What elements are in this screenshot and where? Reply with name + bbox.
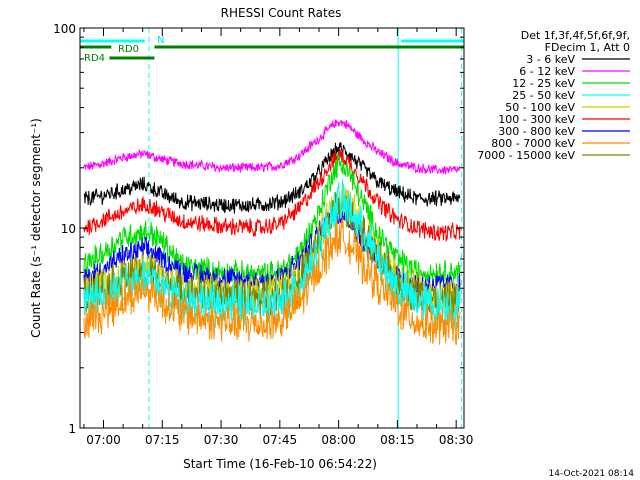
x-tick-label-4: 08:00: [321, 433, 356, 447]
y-tick-label-1: 10: [61, 222, 76, 236]
x-tick-label-2: 07:30: [204, 433, 239, 447]
x-axis-label: Start Time (16-Feb-10 06:54:22): [183, 457, 377, 471]
annotation-rd4: RD4: [84, 53, 105, 64]
series-line-25-50kev: [83, 178, 461, 332]
x-tick-label-3: 07:45: [263, 433, 298, 447]
y-tick-label-2: 100: [53, 22, 76, 36]
legend: Det 1f,3f,4f,5f,6f,9f, FDecim 1, Att 0 3…: [477, 29, 630, 162]
legend-label-4: 50 - 100 keV: [505, 101, 575, 114]
plot-area: RD0 RD4 N: [79, 28, 464, 428]
legend-label-1: 6 - 12 keV: [519, 65, 575, 78]
annotation-rd0: RD0: [118, 44, 139, 55]
legend-label-6: 300 - 800 keV: [498, 125, 575, 138]
y-axis-label: Count Rate (s⁻¹ detector segment⁻¹): [29, 118, 43, 338]
axes: 07:00 07:15 07:30 07:45 08:00 08:15 08:30 1 10 10…: [53, 22, 473, 447]
legend-label-7: 800 - 7000 keV: [491, 137, 575, 150]
legend-label-3: 25 - 50 keV: [512, 89, 575, 102]
timestamp: 14-Oct-2021 08:14: [549, 469, 635, 479]
legend-label-5: 100 - 300 keV: [498, 113, 575, 126]
series-line-100-300kev: [83, 149, 461, 242]
legend-label-0: 3 - 6 keV: [526, 53, 575, 66]
legend-header-line-1: Det 1f,3f,4f,5f,6f,9f,: [521, 29, 630, 42]
x-tick-label-5: 08:15: [380, 433, 415, 447]
series-line-800-7000kev: [83, 217, 461, 346]
series-line-6-12kev: [83, 119, 461, 175]
annotation-n: N: [157, 35, 164, 46]
x-tick-label-6: 08:30: [439, 433, 474, 447]
series-line-3-6kev: [83, 142, 461, 214]
x-tick-label-0: 07:00: [86, 433, 121, 447]
legend-label-2: 12 - 25 keV: [512, 77, 575, 90]
legend-header-line-2: FDecim 1, Att 0: [545, 41, 630, 54]
chart-title: RHESSI Count Rates: [221, 6, 342, 20]
legend-label-8: 7000 - 15000 keV: [477, 149, 575, 162]
y-tick-label-0: 1: [68, 422, 76, 436]
x-tick-label-1: 07:15: [145, 433, 180, 447]
